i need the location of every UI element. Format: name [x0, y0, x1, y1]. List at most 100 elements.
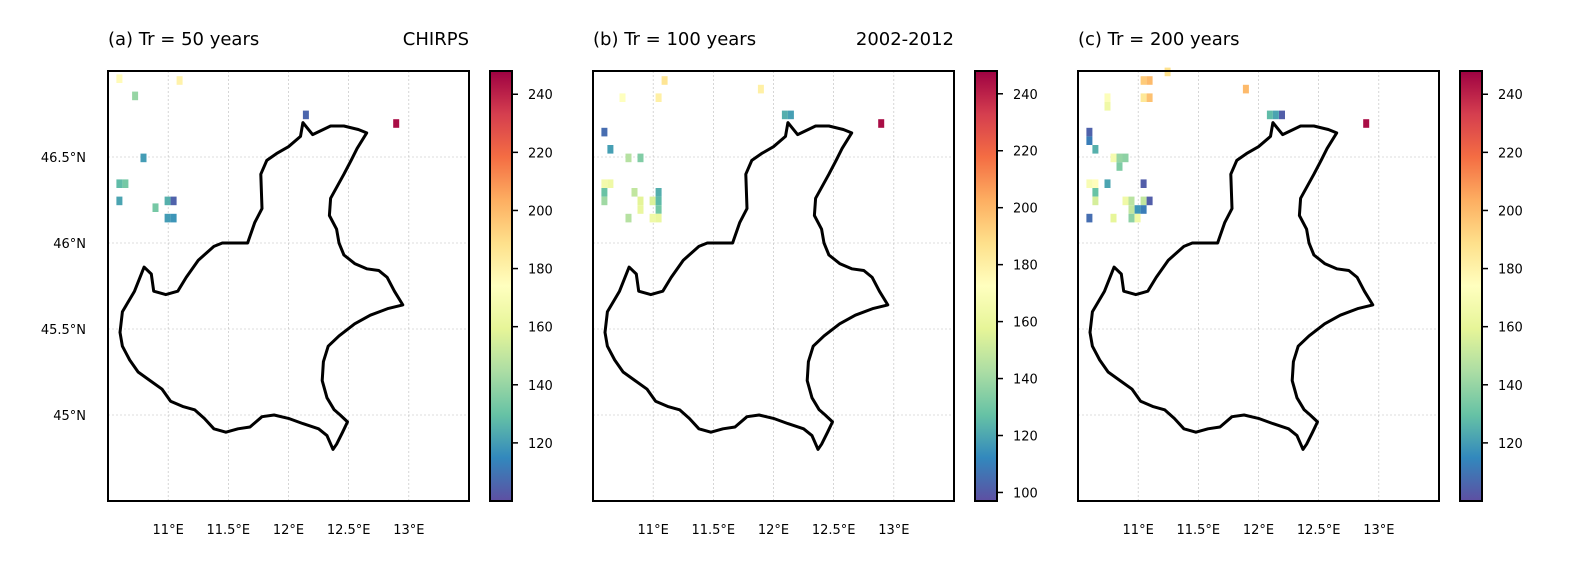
- data-cell: [601, 188, 608, 197]
- x-tick-label: 11°E: [638, 523, 669, 538]
- map-frame: [592, 70, 955, 502]
- colorbar-tick-label: 240: [1013, 88, 1038, 103]
- x-tick-label: 12.5°E: [812, 523, 856, 538]
- data-cell: [607, 145, 614, 154]
- data-cell: [1146, 93, 1153, 102]
- data-cell: [1242, 84, 1249, 94]
- x-tick-label: 13°E: [1363, 523, 1394, 538]
- data-cell: [1279, 110, 1285, 120]
- data-cell: [631, 188, 638, 197]
- data-cell: [607, 179, 614, 188]
- data-cell: [878, 119, 885, 128]
- colorbar-tick-label: 200: [1498, 204, 1523, 219]
- colorbar-tick-label: 120: [1498, 437, 1523, 452]
- colorbar: [974, 70, 998, 502]
- data-cell: [601, 179, 608, 188]
- data-cell: [1140, 76, 1147, 85]
- colorbar: [1459, 70, 1483, 502]
- data-cell: [1110, 213, 1117, 223]
- data-cell: [1266, 110, 1273, 120]
- data-cell: [781, 110, 788, 120]
- x-tick-label: 11.5°E: [691, 523, 735, 538]
- colorbar-tick-label: 160: [1498, 321, 1523, 336]
- data-cell: [1363, 119, 1370, 128]
- data-cell: [1140, 179, 1147, 188]
- data-cell: [116, 74, 123, 83]
- data-cell: [1092, 196, 1099, 206]
- region-boundary: [1088, 121, 1375, 451]
- colorbar-tick-label: 140: [528, 379, 553, 394]
- data-cell: [1146, 76, 1153, 85]
- data-cell: [757, 84, 764, 94]
- colorbar-tick-label: 180: [1013, 259, 1038, 274]
- data-cell: [1092, 179, 1099, 188]
- data-cell: [1086, 179, 1093, 188]
- data-cell: [116, 196, 123, 206]
- data-cell: [1110, 153, 1117, 163]
- colorbar: [489, 70, 513, 502]
- data-cell: [1104, 102, 1111, 111]
- colorbar-tick-label: 200: [528, 204, 553, 219]
- map-frame: [107, 70, 470, 502]
- data-cell: [1086, 213, 1093, 223]
- data-cell: [655, 196, 662, 206]
- data-cell: [116, 179, 123, 188]
- colorbar-tick-label: 160: [1013, 316, 1038, 331]
- data-cell: [1146, 196, 1153, 206]
- x-tick-label: 13°E: [393, 523, 424, 538]
- data-cell: [122, 179, 129, 188]
- colorbar-tick-label: 240: [528, 88, 553, 103]
- data-cell: [1140, 205, 1147, 214]
- colorbar-tick-label: 140: [1013, 373, 1038, 388]
- data-cell: [649, 196, 656, 206]
- data-cell: [625, 213, 632, 223]
- data-cell: [655, 93, 662, 102]
- colorbar-tick-label: 120: [528, 437, 553, 452]
- data-cell: [655, 213, 662, 223]
- data-cell: [170, 196, 177, 206]
- data-cell: [637, 153, 644, 163]
- colorbar-tick-label: 160: [528, 321, 553, 336]
- x-tick-label: 11.5°E: [206, 523, 250, 538]
- data-cell: [601, 127, 608, 137]
- data-cell: [1140, 93, 1147, 102]
- data-cell: [132, 91, 139, 101]
- x-tick-label: 11°E: [1123, 523, 1154, 538]
- x-tick-label: 12°E: [273, 523, 304, 538]
- x-tick-label: 12°E: [1243, 523, 1274, 538]
- data-cell: [1134, 213, 1141, 223]
- data-cell: [619, 93, 626, 102]
- data-cell: [637, 205, 644, 214]
- data-cell: [1122, 196, 1129, 206]
- data-cell: [601, 196, 608, 206]
- data-cell: [140, 153, 147, 163]
- data-cell: [787, 110, 794, 120]
- panel-3: (c) Tr = 200 years 11°E 11.5°E 12°E 12.5°E 13…: [1077, 29, 1523, 538]
- colorbar-tick-label: 240: [1498, 88, 1523, 103]
- colorbar-tick-label: 220: [1498, 146, 1523, 161]
- data-cell: [1122, 153, 1129, 163]
- colorbar-tick-label: 220: [528, 146, 553, 161]
- y-tick-label: 45°N: [53, 409, 86, 424]
- panel-title-left: (a) Tr = 50 years: [108, 29, 259, 50]
- data-cell: [1086, 136, 1093, 145]
- panel-title-right: 2002-2012: [856, 29, 954, 50]
- data-cell: [1134, 205, 1141, 214]
- y-tick-label: 46°N: [53, 237, 86, 252]
- colorbar-tick-label: 140: [1498, 379, 1523, 394]
- x-tick-label: 11°E: [153, 523, 184, 538]
- data-cell: [152, 203, 159, 212]
- data-cell: [1128, 205, 1135, 214]
- region-boundary: [603, 121, 890, 451]
- x-tick-label: 12.5°E: [1297, 523, 1341, 538]
- data-cell: [661, 76, 668, 85]
- map-frame: [1077, 70, 1440, 502]
- data-cell: [1116, 153, 1123, 163]
- data-cell: [1092, 188, 1099, 197]
- data-cell: [1116, 162, 1123, 171]
- colorbar-tick-label: 220: [1013, 145, 1038, 160]
- data-cell: [1272, 110, 1279, 120]
- x-tick-label: 13°E: [878, 523, 909, 538]
- x-tick-label: 12°E: [758, 523, 789, 538]
- data-cell: [1104, 179, 1111, 188]
